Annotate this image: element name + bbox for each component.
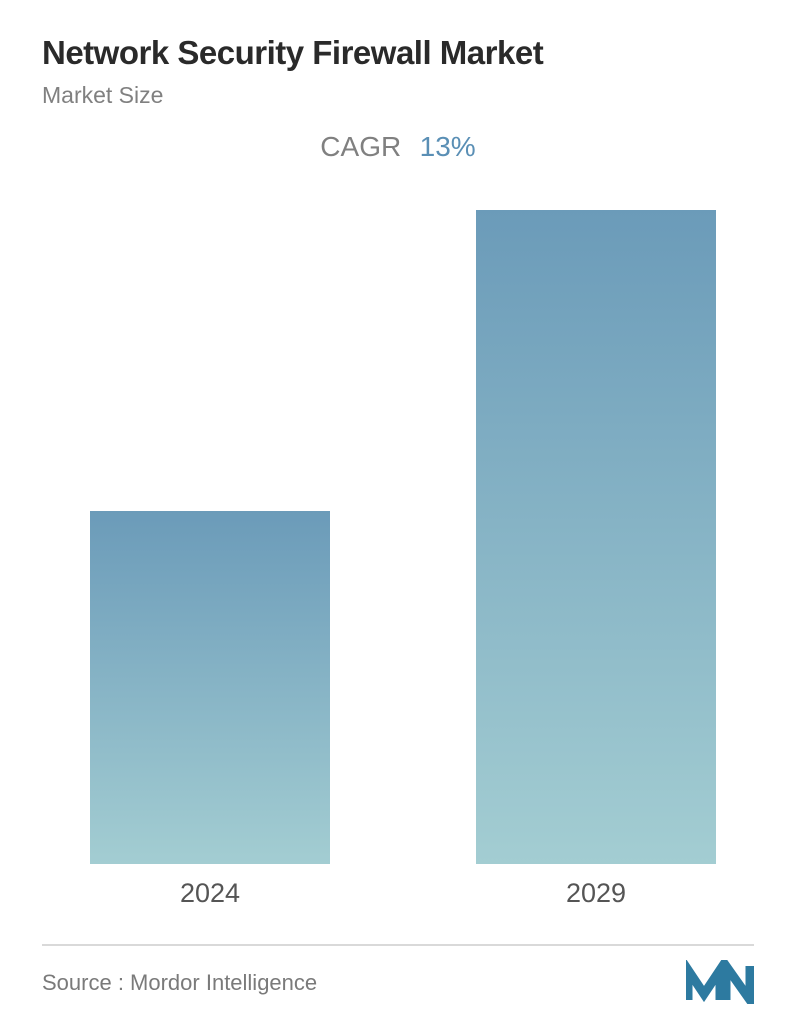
bar-0 — [90, 511, 330, 864]
x-label-0: 2024 — [90, 864, 330, 914]
cagr-label: CAGR — [320, 131, 401, 163]
cagr-value: 13% — [420, 131, 476, 163]
chart-container: Network Security Firewall Market Market … — [0, 0, 796, 1034]
source-text: Source : Mordor Intelligence — [42, 970, 317, 996]
bar-1 — [476, 210, 716, 864]
x-label-1: 2029 — [476, 864, 716, 914]
chart-area: 2024 2029 — [0, 210, 796, 914]
bar-slot-1 — [476, 210, 716, 864]
chart-subtitle: Market Size — [0, 72, 796, 109]
brand-logo-icon — [686, 960, 754, 1004]
bars-wrap — [90, 210, 716, 864]
footer-divider — [42, 944, 754, 946]
chart-title: Network Security Firewall Market — [0, 0, 796, 72]
footer: Source : Mordor Intelligence — [0, 944, 796, 1034]
cagr-row: CAGR 13% — [0, 109, 796, 163]
bar-slot-0 — [90, 210, 330, 864]
x-labels: 2024 2029 — [90, 864, 716, 914]
